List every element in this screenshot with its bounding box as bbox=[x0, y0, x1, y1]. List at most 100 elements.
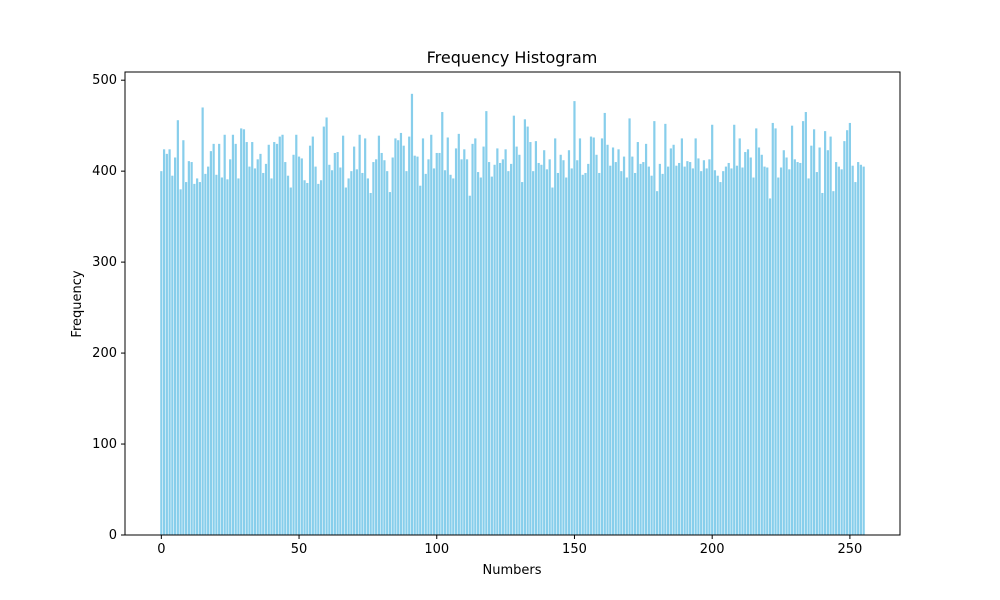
bar bbox=[603, 112, 606, 536]
bar bbox=[644, 143, 648, 535]
bar bbox=[419, 185, 422, 535]
y-tick-label: 0 bbox=[109, 528, 117, 543]
bar bbox=[518, 154, 521, 535]
bar bbox=[300, 158, 303, 535]
bar bbox=[353, 146, 356, 535]
bar bbox=[818, 147, 821, 535]
bar bbox=[529, 142, 532, 535]
bar bbox=[289, 187, 292, 536]
x-tick-label: 50 bbox=[291, 542, 308, 557]
bar bbox=[485, 111, 488, 535]
bar bbox=[245, 142, 248, 535]
bar bbox=[251, 142, 254, 535]
bar bbox=[793, 159, 796, 535]
bar bbox=[430, 134, 433, 536]
bar bbox=[777, 177, 780, 535]
bar bbox=[567, 150, 571, 535]
bar bbox=[220, 177, 224, 535]
bar bbox=[689, 162, 692, 535]
bar bbox=[545, 169, 549, 535]
bar bbox=[683, 166, 686, 535]
bar bbox=[578, 138, 582, 535]
bar bbox=[708, 159, 711, 535]
bar bbox=[642, 162, 645, 535]
bar bbox=[749, 157, 752, 535]
bar bbox=[543, 150, 546, 535]
bar bbox=[730, 168, 733, 536]
bar bbox=[804, 112, 807, 536]
bar bbox=[581, 174, 584, 535]
bar bbox=[719, 182, 722, 536]
bar bbox=[639, 163, 642, 535]
bar bbox=[460, 159, 463, 535]
bar bbox=[490, 176, 493, 536]
bar bbox=[507, 171, 510, 536]
bar bbox=[826, 150, 829, 535]
bar bbox=[264, 163, 268, 535]
bar bbox=[738, 138, 741, 535]
bar bbox=[215, 174, 218, 535]
bar bbox=[598, 172, 601, 535]
bar bbox=[628, 118, 631, 535]
bar bbox=[427, 159, 430, 535]
bar bbox=[790, 125, 794, 536]
bar bbox=[810, 145, 813, 536]
y-tick-label: 400 bbox=[92, 164, 117, 179]
bar bbox=[796, 162, 799, 535]
bar bbox=[510, 163, 513, 535]
bar bbox=[297, 156, 301, 536]
bar bbox=[405, 171, 408, 536]
bar bbox=[457, 133, 460, 535]
bar bbox=[410, 93, 414, 535]
bar bbox=[631, 156, 634, 536]
bar bbox=[611, 147, 615, 535]
bar bbox=[388, 192, 392, 535]
bar bbox=[840, 169, 843, 535]
bar bbox=[173, 157, 177, 535]
bar bbox=[270, 178, 273, 535]
bar bbox=[375, 159, 378, 535]
bar bbox=[328, 164, 331, 535]
bar bbox=[256, 159, 259, 535]
bar bbox=[237, 178, 240, 535]
bar bbox=[391, 157, 394, 535]
bar bbox=[636, 142, 639, 535]
bar bbox=[218, 143, 221, 535]
y-tick-label: 500 bbox=[92, 73, 117, 88]
bar bbox=[755, 128, 758, 535]
bar bbox=[306, 182, 309, 535]
bar bbox=[303, 180, 306, 535]
y-tick-label: 100 bbox=[92, 437, 117, 452]
bar bbox=[501, 159, 504, 535]
bar bbox=[576, 160, 579, 535]
bar bbox=[330, 170, 334, 535]
bar bbox=[204, 173, 207, 536]
bar bbox=[658, 163, 661, 535]
bar bbox=[512, 115, 515, 535]
bar bbox=[196, 178, 199, 535]
bar bbox=[735, 165, 739, 535]
bar bbox=[722, 171, 725, 536]
bar bbox=[526, 126, 529, 535]
bar bbox=[675, 165, 678, 535]
bar bbox=[474, 138, 477, 535]
bar bbox=[617, 149, 620, 535]
x-tick-label: 150 bbox=[562, 542, 587, 557]
bar bbox=[281, 134, 284, 536]
bar bbox=[171, 175, 174, 535]
bar bbox=[421, 138, 425, 535]
bar bbox=[515, 146, 518, 535]
y-tick-label: 200 bbox=[92, 346, 117, 361]
bar bbox=[476, 172, 480, 535]
bar bbox=[394, 138, 397, 535]
bar bbox=[364, 138, 367, 535]
bar bbox=[443, 170, 447, 535]
bar bbox=[207, 166, 210, 535]
bar bbox=[837, 166, 840, 535]
bar bbox=[267, 144, 270, 535]
bar bbox=[534, 141, 538, 535]
bar bbox=[774, 128, 777, 535]
bar bbox=[344, 187, 347, 536]
bar bbox=[653, 121, 656, 535]
bar bbox=[700, 171, 703, 536]
